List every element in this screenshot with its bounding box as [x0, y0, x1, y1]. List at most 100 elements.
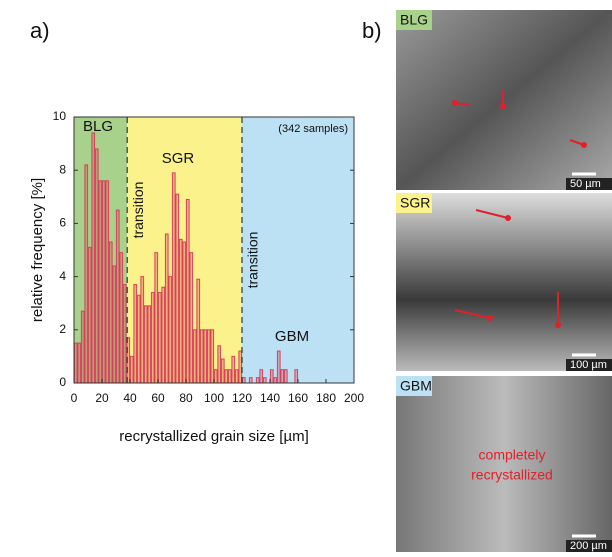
bar: [150, 292, 155, 384]
scale-label: 50 µm: [570, 178, 601, 190]
bar: [87, 246, 92, 384]
histogram: transition transition BLG SGR GBM (342 sample…: [29, 109, 364, 445]
y-axis-label: relative frequency [%]: [29, 178, 46, 322]
bar: [273, 377, 278, 384]
bar: [91, 132, 96, 384]
bar: [171, 172, 176, 384]
arrow-head: [581, 142, 587, 148]
region: [127, 117, 242, 383]
bar: [238, 350, 243, 384]
x-tick-label: 0: [71, 391, 78, 405]
bar: [147, 305, 152, 384]
x-tick-label: 80: [179, 391, 193, 405]
bar: [105, 180, 110, 384]
micrograph-note: completely: [479, 447, 546, 463]
bar: [203, 329, 208, 384]
arrow: [454, 309, 491, 319]
transition-label: transition: [130, 182, 146, 239]
bar: [112, 265, 117, 384]
x-tick-label: 140: [260, 391, 280, 405]
scale-bg: [566, 540, 612, 552]
x-tick-label: 120: [232, 391, 252, 405]
bar: [136, 294, 141, 384]
micrograph: [396, 193, 612, 371]
x-axis-label: recrystallized grain size [µm]: [119, 428, 309, 445]
region-label: SGR: [162, 150, 195, 167]
panel-label: a): [30, 18, 50, 43]
bar: [231, 355, 236, 384]
region-label: BLG: [83, 118, 113, 135]
bar: [259, 369, 264, 384]
bar: [269, 369, 274, 384]
bar: [94, 148, 99, 384]
y-tick-label: 0: [59, 375, 66, 389]
y-tick-label: 8: [59, 162, 66, 176]
bar: [161, 286, 166, 384]
x-tick-label: 160: [288, 391, 308, 405]
bar: [220, 358, 225, 384]
region: [74, 117, 128, 383]
micrograph-note: recrystallized: [471, 467, 553, 483]
bar: [101, 180, 106, 384]
micrograph-label: GBM: [400, 378, 432, 394]
bar: [185, 198, 190, 384]
bar: [133, 284, 138, 384]
x-tick-label: 40: [123, 391, 137, 405]
bar: [217, 345, 222, 384]
y-tick-label: 6: [59, 216, 66, 230]
scale-bg: [566, 178, 612, 190]
bar: [213, 369, 218, 384]
x-tick-label: 20: [95, 391, 109, 405]
bar: [276, 350, 281, 384]
bar: [189, 252, 194, 384]
bar: [157, 292, 162, 384]
bar: [140, 276, 145, 384]
bar: [210, 329, 215, 384]
arrow-head: [500, 103, 506, 109]
bar: [77, 342, 82, 384]
bar: [227, 369, 232, 384]
x-tick-label: 60: [151, 391, 165, 405]
y-tick-label: 4: [59, 269, 66, 283]
micrograph-tag: [396, 376, 432, 396]
bar: [206, 329, 211, 384]
bar: [168, 276, 173, 384]
arrow: [475, 209, 509, 219]
scale-label: 200 µm: [570, 540, 607, 552]
arrow-head: [487, 315, 493, 321]
x-tick-label: 100: [204, 391, 224, 405]
bar: [192, 329, 197, 384]
bar: [262, 377, 267, 384]
bar: [73, 342, 78, 384]
x-tick-label: 200: [344, 391, 364, 405]
arrow-head: [555, 322, 561, 328]
y-tick-label: 2: [59, 322, 66, 336]
bar: [143, 305, 148, 384]
bar: [283, 369, 288, 384]
region-label: GBM: [275, 328, 309, 345]
bar: [154, 252, 159, 384]
x-tick-label: 180: [316, 391, 336, 405]
micrographs: BLG 50 µm SGR 100 µm GBM 200 µm completely recr…: [396, 10, 612, 552]
bar: [108, 241, 113, 384]
bar: [294, 369, 299, 384]
bar: [98, 180, 103, 384]
micrograph: [396, 376, 612, 552]
annotation: (342 samples): [278, 123, 348, 135]
y-tick-label: 10: [53, 109, 67, 123]
transition-label: transition: [245, 232, 261, 289]
bar: [241, 377, 246, 384]
bar: [164, 233, 169, 384]
bar: [248, 377, 253, 384]
micrograph-label: BLG: [400, 12, 428, 28]
bar: [196, 278, 201, 384]
bar: [175, 193, 180, 384]
bar: [280, 369, 285, 384]
bar: [255, 377, 260, 384]
micrograph-tag: [396, 193, 432, 213]
region: [242, 117, 354, 383]
bar: [84, 164, 89, 384]
micrograph-label: SGR: [400, 195, 430, 211]
bar: [178, 238, 183, 384]
